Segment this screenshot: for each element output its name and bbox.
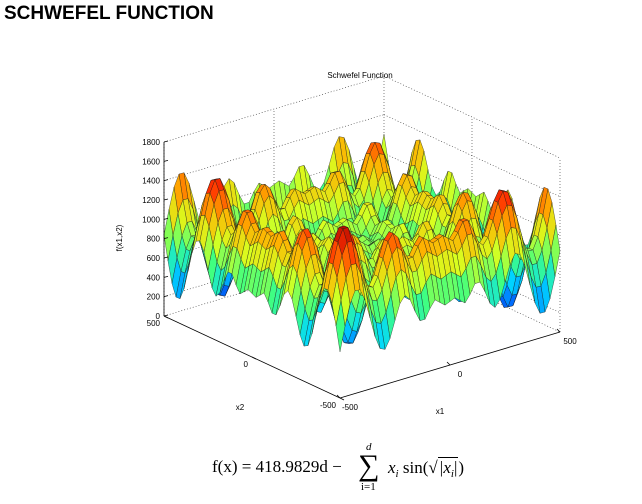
chart-title: Schwefel Function	[327, 71, 392, 80]
x1-tick-label: 500	[563, 337, 577, 346]
sqrt-symbol: √	[428, 458, 438, 477]
x2-tick	[163, 315, 169, 319]
x1-tick-label: -500	[342, 403, 359, 412]
y-axis-label: x2	[236, 403, 245, 412]
schwefel-formula: f(x) = 418.9829d − ∑ d i=1 xi sin(√|xi|)	[212, 441, 512, 501]
page-title: SCHWEFEL FUNCTION	[4, 3, 214, 24]
z-tick	[163, 275, 169, 278]
z-tick-label: 400	[147, 273, 161, 282]
z-tick-label: 200	[147, 293, 161, 302]
z-tick-label: 1600	[142, 157, 160, 166]
z-tick-label: 800	[147, 235, 161, 244]
surface-mesh	[163, 134, 561, 352]
x2-tick-label: 500	[147, 319, 161, 328]
x1-tick	[556, 328, 561, 333]
z-tick	[163, 314, 169, 317]
formula-lhs: f(x) = 418.9829d −	[212, 457, 342, 476]
z-tick-label: 1400	[142, 177, 160, 186]
z-tick	[163, 159, 169, 162]
axis-ticks: 0200400600800100012001400160018005000-50…	[142, 138, 577, 412]
x1-tick-label: 0	[458, 370, 463, 379]
z-tick	[163, 295, 169, 298]
z-tick-label: 0	[156, 312, 161, 321]
z-tick-label: 1800	[142, 138, 160, 147]
formula-term: xi sin(√|xi|)	[388, 457, 465, 481]
summation-symbol: ∑	[358, 449, 380, 482]
z-axis-label: f(x1,x2)	[115, 224, 124, 251]
z-tick-label: 600	[147, 254, 161, 263]
summation-lower: i=1	[361, 481, 376, 493]
x2-tick-label: -500	[320, 401, 337, 410]
x2-tick	[339, 397, 345, 401]
sqrt-argument: |xi|	[437, 457, 459, 481]
z-tick	[163, 198, 169, 201]
x-axis-label: x1	[436, 407, 445, 416]
summation-upper: d	[366, 441, 372, 453]
z-tick	[163, 140, 169, 143]
schwefel-surface-plot: 0200400600800100012001400160018005000-50…	[115, 71, 577, 416]
z-tick	[163, 237, 169, 240]
z-tick-label: 1000	[142, 215, 160, 224]
z-tick	[163, 217, 169, 220]
x2-tick	[251, 356, 257, 360]
x1-tick	[336, 394, 341, 399]
z-tick	[163, 179, 169, 182]
x2-tick-label: 0	[244, 360, 249, 369]
x1-tick	[446, 361, 451, 366]
z-tick-label: 1200	[142, 196, 160, 205]
z-tick	[163, 256, 169, 259]
